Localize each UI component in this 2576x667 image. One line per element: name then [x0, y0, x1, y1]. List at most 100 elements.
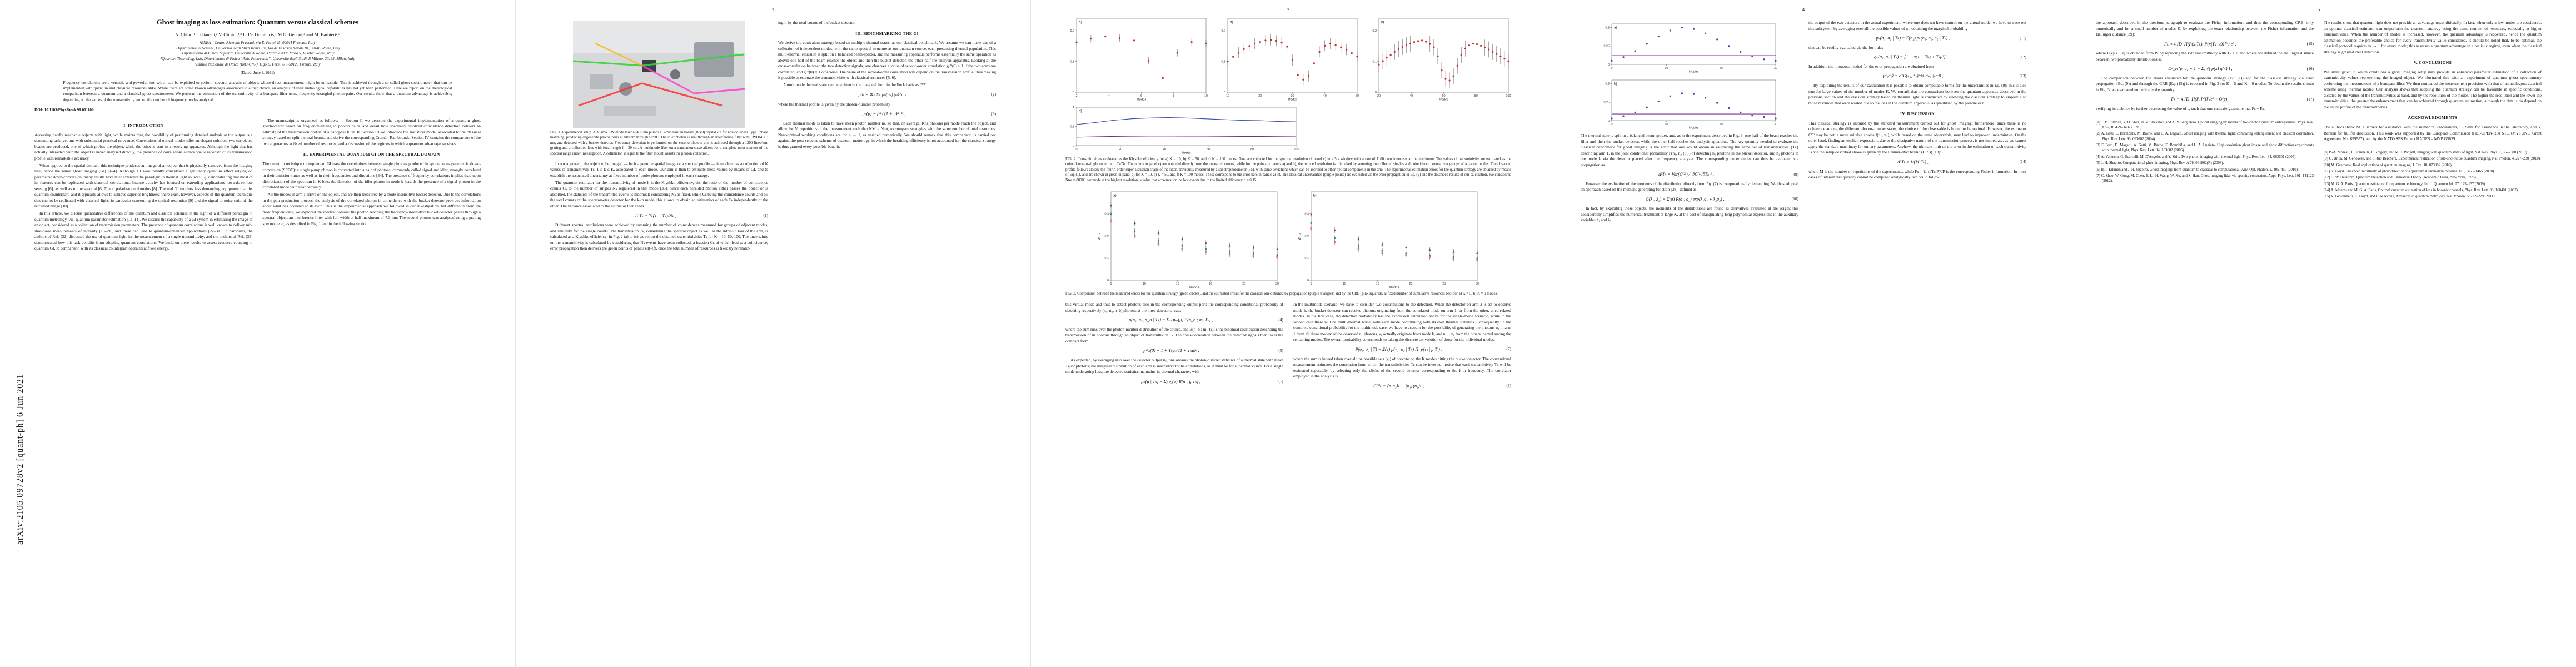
paragraph: the approach described in the previous p… — [2096, 20, 2314, 37]
equation-body: Fₖ ≈ 4 [D_H(P(x|Tₖ), P(x|Tₖ+ε))]² / ε² , — [2164, 41, 2236, 47]
svg-text:0: 0 — [1076, 148, 1078, 151]
svg-text:0.2: 0.2 — [1070, 29, 1075, 33]
paragraph: where P(x|Tₖ + ε) is obtained from Pₖ by… — [2096, 51, 2314, 62]
paragraph: In our approach, the object to be imaged… — [550, 161, 768, 178]
paragraph: that can be readily evaluated via the fo… — [1808, 44, 1884, 50]
equation: D²_H(p, q) = 1 − Σₓ √( p(x) q(x) ) , (16… — [2096, 66, 2314, 72]
page-3: 3 0 0.1 0.2 2 4 6 8 10 Modes a) 0 0.1 0.2 10 20 30 40 50… — [1030, 0, 1546, 667]
affiliation-line: ²Dipartimento di Scienze, Università deg… — [175, 46, 341, 51]
equation: Δ²Tₖ = Var(C⁽²⁾) / |∂C⁽²⁾/∂Tₖ|² , (9) — [1581, 171, 1798, 178]
svg-text:10: 10 — [1226, 94, 1229, 98]
svg-text:20: 20 — [1377, 94, 1381, 98]
paragraph: where the thermal profile is given by th… — [778, 101, 890, 107]
section-heading-acknowledgments: ACKNOWLEDGMENTS — [2408, 115, 2458, 121]
svg-text:0: 0 — [1307, 279, 1309, 282]
paper-title: Ghost imaging as loss estimation: Quantu… — [156, 18, 359, 26]
paragraph: the output of the two detectors in the a… — [1808, 20, 2026, 31]
equation-number: (4) — [1278, 317, 1283, 322]
page1-column-right: The manuscript is organized as follows: … — [263, 118, 481, 228]
svg-text:0.2: 0.2 — [1305, 235, 1309, 238]
paragraph: The thermal state is split in a balanced… — [1581, 133, 1798, 167]
svg-text:8: 8 — [1173, 94, 1174, 98]
svg-text:0.2: 0.2 — [1105, 235, 1109, 238]
affiliation-line: ¹ENEA – Centro Ricerche Frascati, via E.… — [200, 40, 316, 45]
reference-item: [8] P.-A. Moreau, E. Toninelli, T. Grego… — [2324, 150, 2528, 155]
svg-text:100: 100 — [1294, 148, 1299, 151]
equation-body: C⁽²⁾ₖ = ⟨n₁n₂⟩ₖ − ⟨n₁⟩⟨n₂⟩ₖ , — [1373, 383, 1424, 389]
svg-text:0.5: 0.5 — [1070, 125, 1075, 128]
fig1-setup-photo — [573, 21, 745, 128]
svg-text:1: 1 — [1073, 106, 1074, 109]
equation-number: (9) — [1793, 171, 1798, 177]
equation: pₖ(σ₁, σ₂ | Tₖ) = Σ(n₂) pₖ(σ₁, σ₂, n₂ | … — [1808, 35, 2026, 42]
fig3-panel-b-chart: 0 0.1 0.2 0.3 5 10 15 20 25 30 Modes Error b) — [1297, 188, 1480, 289]
svg-text:0: 0 — [1608, 63, 1610, 67]
paragraph: The quantum estimator for the transmitti… — [550, 180, 768, 208]
svg-text:0.3: 0.3 — [1305, 212, 1309, 216]
section-heading-benchmarking: III. BENCHMARKING THE GI — [855, 31, 919, 36]
svg-text:4: 4 — [1108, 94, 1110, 98]
references-right: [8] P.-A. Moreau, E. Toninelli, T. Grego… — [2324, 150, 2542, 200]
figure-4: 0 0.25 0.5 0 10 20 30 Modes a) 0 0.25 0.5 0 10 20 30 Mo… — [1581, 20, 1798, 130]
equation-body: gₖ(σ₁, σ₂ | Tₖ) = [1 + μ(1 + Tₖ) + Tₖμ²]… — [1874, 54, 1952, 60]
fig4-panel-b-chart: 0 0.25 0.5 0 10 20 30 Modes b) — [1601, 76, 1778, 130]
equation-number: (2) — [991, 92, 996, 97]
equation-number: (13) — [2019, 73, 2026, 78]
svg-text:Modes: Modes — [1439, 98, 1449, 102]
svg-text:Modes: Modes — [1288, 98, 1298, 102]
svg-text:25: 25 — [1242, 282, 1245, 286]
svg-text:0.3: 0.3 — [1105, 212, 1109, 216]
figure-caption: FIG. 2. Transmittivities evaluated as th… — [1065, 157, 1511, 182]
page1-column-left: I. INTRODUCTION Accessing hardly reachab… — [34, 118, 253, 253]
svg-text:40: 40 — [1409, 94, 1413, 98]
equation-body: D²_H(p, q) = 1 − Σₓ √( p(x) q(x) ) , — [2168, 66, 2233, 72]
page3-column-left: this virtual mode and thus to detect pho… — [1065, 302, 1283, 388]
svg-text:30: 30 — [1476, 282, 1479, 286]
equation-number: (1) — [763, 213, 768, 218]
fig4-panel-a-chart: 0 0.25 0.5 0 10 20 30 Modes a) — [1601, 20, 1778, 73]
svg-text:b): b) — [1313, 193, 1317, 197]
equation: Fₖ ≈ 4 [D_H(P(x|Tₖ), P(x|Tₖ+ε))]² / ε² ,… — [2096, 41, 2314, 48]
reference-item: [13] M. G. A. Paris, Quantum estimation … — [2324, 182, 2486, 186]
reference-item: [14] A. Monras and M. G. A. Paris, Optim… — [2324, 188, 2519, 193]
section-heading-conclusions: V. CONCLUSIONS — [2413, 60, 2452, 66]
svg-text:10: 10 — [1143, 282, 1146, 286]
equation-number: (10) — [1791, 196, 1798, 202]
svg-text:20: 20 — [1209, 282, 1212, 286]
reference-item: [4] A. Valencia, G. Scarcelli, M. D'Ange… — [2096, 155, 2297, 159]
equation-number: (8) — [1506, 383, 1511, 389]
page2-column-right: ing it by the total counts of the bucket… — [778, 20, 996, 151]
equation-body: pₖ(σ₁, σ₂ | Tₖ) = Σ(n₂) pₖ(σ₁, σ₂, n₂ | … — [1876, 36, 1950, 41]
svg-text:0: 0 — [1611, 67, 1613, 70]
affiliation-line: ⁴Quantum Technology Lab, Dipartimento di… — [160, 57, 355, 62]
reference-item: [2] A. Gatti, E. Brambilla, M. Bache, an… — [2096, 132, 2314, 141]
equation-body: G(λ₁, λ₂) = Σ(σ) P(σ₁, σ₂) exp(λ₁σ₁ + λ₂… — [1645, 196, 1725, 202]
equation: p(n₁, n₂, n_b | Tₖ) = Σₘ pₘ(μ) B(n_b ; m… — [1065, 317, 1283, 323]
svg-text:a): a) — [1079, 21, 1082, 24]
reference-item: [5] J. H. Shapiro, Computational ghost i… — [2096, 161, 2224, 166]
paragraph: We derive the equivalent strategy based … — [778, 40, 996, 81]
svg-text:10: 10 — [1665, 67, 1668, 70]
svg-text:0.25: 0.25 — [1604, 45, 1610, 48]
svg-text:0.1: 0.1 — [1222, 60, 1226, 63]
fig2-panel-a-chart: 0 0.1 0.2 2 4 6 8 10 Modes a) — [1065, 14, 1209, 101]
paragraph: A multimode thermal state can be written… — [783, 82, 927, 88]
paragraph: In the multimode scenario, we have to co… — [1293, 302, 1511, 342]
reference-item: [7] C. Zhao, W. Gong, M. Chen, E. Li, H.… — [2096, 173, 2314, 183]
equation-number: (14) — [2019, 159, 2026, 165]
abstract: Frequency correlations are a versatile a… — [63, 80, 452, 102]
svg-text:40: 40 — [1323, 94, 1327, 98]
authors-line: A. Chiuri,¹ I. Gianani,² V. Cimini,²,³ L… — [175, 32, 341, 37]
svg-text:10: 10 — [1204, 94, 1208, 98]
svg-text:50: 50 — [1356, 94, 1359, 98]
page2-column-left: FIG. 1. Experimental setup. A 30 mW CW d… — [550, 20, 768, 253]
svg-text:60: 60 — [1207, 148, 1210, 151]
svg-text:40: 40 — [1163, 148, 1166, 151]
section-heading-introduction: I. INTRODUCTION — [123, 122, 164, 128]
page-1: arXiv:2105.09728v2 [quant-ph] 6 Jun 2021… — [0, 0, 515, 667]
affiliation-line: ⁵Istituto Nazionale di Ottica (INO-CNR),… — [195, 62, 321, 67]
svg-text:0.25: 0.25 — [1604, 101, 1610, 104]
dated-line: (Dated: June 8, 2021) — [241, 70, 275, 75]
paragraph: However the evaluation of the moments of… — [1581, 181, 1798, 192]
svg-text:30: 30 — [1291, 94, 1294, 98]
